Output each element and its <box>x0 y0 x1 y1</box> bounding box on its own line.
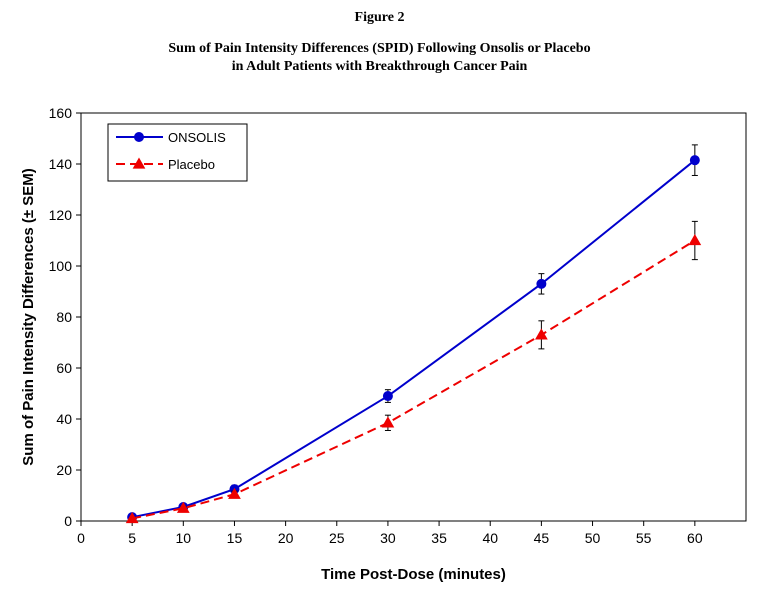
y-tick-label: 100 <box>49 258 73 274</box>
legend-marker-onsolis <box>134 132 144 142</box>
data-point-placebo <box>228 487 241 499</box>
x-axis-label: Time Post-Dose (minutes) <box>321 566 506 583</box>
x-tick-label: 25 <box>329 530 345 546</box>
axes: 0 20 40 60 80 100 120 140 160 0 5 10 15 20 25 30 35 40 45 5… <box>49 105 747 546</box>
data-point-placebo <box>381 416 395 428</box>
x-tick-label: 40 <box>482 530 498 546</box>
data-point-onsolis <box>689 155 700 166</box>
x-tick-label: 60 <box>687 530 703 546</box>
chart-title-line-1: Sum of Pain Intensity Differences (SPID)… <box>168 41 591 56</box>
x-tick-label: 0 <box>77 530 85 546</box>
series-layer <box>125 144 702 524</box>
x-tick-label: 30 <box>380 530 396 546</box>
y-axis-label: Sum of Pain Intensity Differences (± SEM… <box>20 168 37 465</box>
x-tick-label: 45 <box>534 530 550 546</box>
y-tick-label: 40 <box>56 411 72 427</box>
y-tick-label: 140 <box>49 156 73 172</box>
figure-label: Figure 2 <box>354 10 405 25</box>
chart-title: Sum of Pain Intensity Differences (SPID)… <box>0 40 759 76</box>
chart-title-line-2: in Adult Patients with Breakthrough Canc… <box>231 59 528 74</box>
x-tick-label: 35 <box>431 530 447 546</box>
y-tick-label: 60 <box>56 360 72 376</box>
y-tick-label: 80 <box>56 309 72 325</box>
y-tick-label: 0 <box>64 513 72 529</box>
series-onsolis <box>127 144 700 523</box>
data-point-onsolis <box>382 391 393 402</box>
x-tick-label: 10 <box>176 530 192 546</box>
y-tick-label: 120 <box>49 207 73 223</box>
series-placebo <box>125 220 702 524</box>
x-tick-label: 55 <box>636 530 652 546</box>
legend: ONSOLIS Placebo <box>107 123 248 182</box>
legend-marker-placebo <box>132 157 146 169</box>
legend-label-onsolis: ONSOLIS <box>168 130 226 145</box>
series-line-placebo <box>131 239 696 520</box>
data-point-placebo <box>125 511 139 524</box>
legend-label-placebo: Placebo <box>168 157 215 172</box>
data-point-placebo <box>688 233 702 246</box>
y-tick-label: 20 <box>56 462 72 478</box>
x-tick-label: 15 <box>227 530 243 546</box>
x-tick-label: 5 <box>128 530 136 546</box>
legend-box <box>107 123 248 182</box>
y-tick-label: 160 <box>49 105 73 121</box>
data-point-placebo <box>535 328 548 340</box>
series-line-onsolis <box>131 159 696 519</box>
data-point-placebo <box>176 501 190 513</box>
data-point-onsolis <box>536 278 547 289</box>
x-tick-label: 50 <box>585 530 601 546</box>
x-tick-label: 20 <box>278 530 294 546</box>
